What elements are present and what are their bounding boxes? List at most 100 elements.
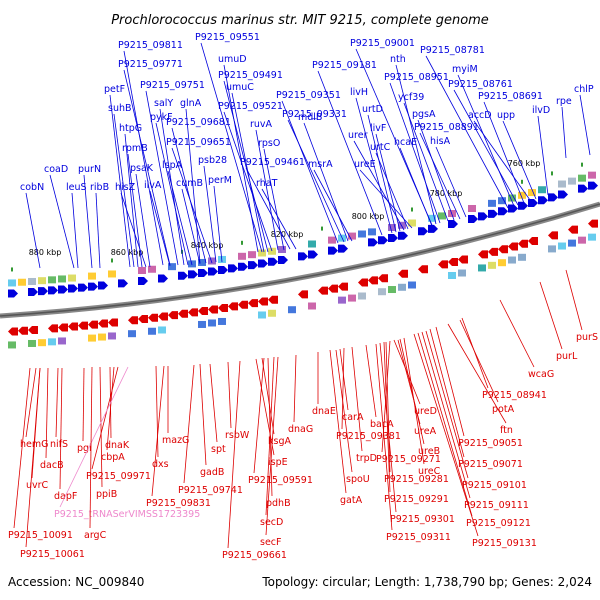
gene-label[interactable]: mazG bbox=[162, 435, 189, 446]
gene-label[interactable]: ruvA bbox=[250, 119, 273, 130]
gene-label[interactable]: gadB bbox=[200, 467, 224, 478]
gene-label[interactable]: P9215_09271 bbox=[376, 454, 441, 465]
gene-label[interactable]: bacA bbox=[370, 419, 394, 430]
gene-label[interactable]: dnaG bbox=[288, 424, 313, 435]
gene-label[interactable]: P9215_09181 bbox=[312, 60, 377, 71]
gene-label[interactable]: ycf39 bbox=[398, 92, 424, 103]
gene-label[interactable]: urtC bbox=[370, 142, 391, 153]
gene-label[interactable]: msrA bbox=[308, 159, 333, 170]
gene-label[interactable]: ftn bbox=[500, 425, 513, 436]
gene-label[interactable]: P9215_08691 bbox=[478, 91, 543, 102]
gene-label[interactable]: carA bbox=[342, 412, 364, 423]
gene-label[interactable]: dnaE bbox=[312, 406, 336, 417]
gene-label[interactable]: mdlB bbox=[298, 112, 322, 123]
gene-label[interactable]: ispE bbox=[268, 457, 288, 468]
gene-label[interactable]: rpe bbox=[556, 96, 572, 107]
gene-label[interactable]: salY bbox=[154, 98, 173, 109]
gene-label[interactable]: dnaK bbox=[105, 440, 130, 451]
gene-label[interactable]: cbpA bbox=[101, 452, 125, 463]
gene-label[interactable]: rhaT bbox=[256, 178, 278, 189]
gene-label[interactable]: nifS bbox=[50, 439, 68, 450]
gene-label[interactable]: P9215_09071 bbox=[458, 459, 523, 470]
gene-label[interactable]: P9215_09661 bbox=[222, 550, 287, 561]
gene-label[interactable]: spoU bbox=[346, 474, 370, 485]
gene-label[interactable]: P9215_09771 bbox=[118, 59, 183, 70]
gene-label[interactable]: psaK bbox=[130, 163, 154, 174]
gene-label[interactable]: dxs bbox=[152, 459, 169, 470]
gene-label[interactable]: P9215_09751 bbox=[140, 80, 205, 91]
gene-label[interactable]: dapF bbox=[54, 491, 77, 502]
gene-label[interactable]: P9215_09831 bbox=[146, 498, 211, 509]
gene-label[interactable]: ureB bbox=[418, 446, 440, 457]
gene-label[interactable]: rpmB bbox=[122, 143, 148, 154]
gene-label[interactable]: urer bbox=[348, 130, 368, 141]
gene-label[interactable]: urtD bbox=[362, 104, 383, 115]
gene-label[interactable]: P9215_09281 bbox=[384, 474, 449, 485]
gene-label[interactable]: P9215_09311 bbox=[386, 532, 451, 543]
gene-label[interactable]: P9215_09651 bbox=[166, 137, 231, 148]
gene-label[interactable]: P9215_08781 bbox=[420, 45, 485, 56]
gene-label[interactable]: cobN bbox=[20, 182, 44, 193]
gene-label[interactable]: pgsA bbox=[412, 109, 436, 120]
gene-label[interactable]: ilvD bbox=[532, 105, 550, 116]
gene-label[interactable]: hisZ bbox=[115, 182, 136, 193]
gene-label[interactable]: P9215_09131 bbox=[472, 538, 537, 549]
gene-label[interactable]: P9215_09551 bbox=[195, 32, 260, 43]
gene-label[interactable]: hisA bbox=[430, 136, 451, 147]
gene-label[interactable]: P9215_09591 bbox=[248, 475, 313, 486]
gene-label[interactable]: P9215_tRNASerVIMSS1723395 bbox=[54, 509, 200, 520]
gene-label[interactable]: P9215_09291 bbox=[384, 494, 449, 505]
gene-label[interactable]: P9215_10091 bbox=[8, 530, 73, 541]
gene-label[interactable]: purL bbox=[556, 351, 578, 362]
gene-label[interactable]: nth bbox=[390, 54, 406, 65]
gene-label[interactable]: P9215_09051 bbox=[458, 438, 523, 449]
gene-label[interactable]: ureA bbox=[414, 426, 437, 437]
gene-label[interactable]: secD bbox=[260, 517, 283, 528]
gene-label[interactable]: P9215_09121 bbox=[466, 518, 531, 529]
gene-label[interactable]: P9215_09331 bbox=[282, 109, 347, 120]
gene-label[interactable]: ilvA bbox=[144, 180, 162, 191]
gene-label[interactable]: P9215_08951 bbox=[384, 72, 449, 83]
gene-label[interactable]: P9215_09681 bbox=[166, 117, 231, 128]
gene-label[interactable]: trpD bbox=[356, 453, 377, 464]
gene-label[interactable]: leuS bbox=[66, 182, 87, 193]
gene-label[interactable]: P9215_09381 bbox=[336, 431, 401, 442]
gene-label[interactable]: P9215_09001 bbox=[350, 38, 415, 49]
gene-label[interactable]: uvrC bbox=[26, 480, 49, 491]
gene-label[interactable]: P9215_09101 bbox=[462, 480, 527, 491]
gene-label[interactable]: glnA bbox=[180, 98, 202, 109]
gene-label[interactable]: upp bbox=[497, 110, 515, 121]
gene-label[interactable]: dacB bbox=[40, 460, 64, 471]
gene-label[interactable]: ureC bbox=[418, 466, 441, 477]
gene-label[interactable]: P9215_08891 bbox=[414, 122, 479, 133]
gene-label[interactable]: petF bbox=[104, 84, 125, 95]
gene-label[interactable]: P9215_09351 bbox=[276, 90, 341, 101]
gene-label[interactable]: P9215_09741 bbox=[178, 485, 243, 496]
gene-label[interactable]: P9215_09461 bbox=[240, 157, 305, 168]
gene-label[interactable]: ureD bbox=[414, 406, 437, 417]
gene-label[interactable]: chlP bbox=[574, 84, 594, 95]
gene-label[interactable]: P9215_10061 bbox=[20, 549, 85, 560]
gene-label[interactable]: umuC bbox=[226, 82, 254, 93]
gene-label[interactable]: P9215_09521 bbox=[218, 101, 283, 112]
gene-label[interactable]: psb28 bbox=[198, 155, 227, 166]
gene-label[interactable]: P9215_09971 bbox=[86, 471, 151, 482]
gene-label[interactable]: hcaE bbox=[394, 137, 417, 148]
gene-label[interactable]: livH bbox=[350, 87, 368, 98]
gene-label[interactable]: gatA bbox=[340, 495, 363, 506]
gene-label[interactable]: cumB bbox=[176, 178, 203, 189]
gene-label[interactable]: rsbW bbox=[225, 430, 250, 441]
gene-label[interactable]: purN bbox=[78, 164, 101, 175]
gene-label[interactable]: accD bbox=[468, 110, 492, 121]
gene-label[interactable]: P9215_08761 bbox=[448, 79, 513, 90]
gene-label[interactable]: coaD bbox=[44, 164, 68, 175]
gene-label[interactable]: P9215_08941 bbox=[482, 390, 547, 401]
gene-label[interactable]: ksgA bbox=[268, 436, 291, 447]
gene-label[interactable]: wcaG bbox=[528, 369, 554, 380]
gene-label[interactable]: ureE bbox=[354, 159, 376, 170]
gene-label[interactable]: ribB bbox=[90, 182, 109, 193]
gene-label[interactable]: argC bbox=[84, 530, 107, 541]
gene-label[interactable]: P9215_09301 bbox=[390, 514, 455, 525]
gene-label[interactable]: perM bbox=[208, 175, 232, 186]
gene-label[interactable]: myiM bbox=[452, 64, 478, 75]
